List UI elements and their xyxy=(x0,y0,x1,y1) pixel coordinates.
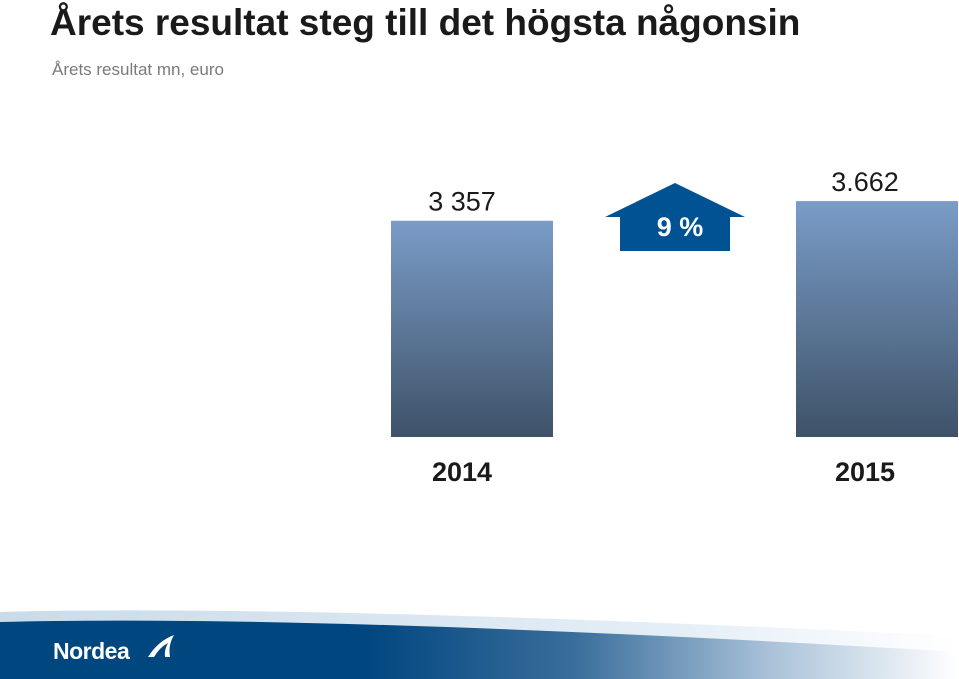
chart-subtitle: Årets resultat mn, euro xyxy=(52,60,224,79)
nordea-logo: Nordea xyxy=(53,638,130,664)
up-arrow-icon xyxy=(605,183,745,251)
value-label-2015: 3.662 xyxy=(831,167,899,197)
footer-band xyxy=(0,610,959,679)
bar-2015 xyxy=(796,201,958,437)
change-percent-label: 9 % xyxy=(657,212,704,242)
category-label-2014: 2014 xyxy=(432,457,492,487)
bar-2014 xyxy=(391,220,553,437)
bar-chart: 3 357 2014 3.662 2015 9 % xyxy=(391,167,958,487)
sail-icon xyxy=(148,635,174,657)
page-title: Årets resultat steg till det högsta någo… xyxy=(50,2,801,43)
value-label-2014: 3 357 xyxy=(428,187,496,217)
growth-arrow: 9 % xyxy=(605,183,745,251)
category-label-2015: 2015 xyxy=(835,457,895,487)
